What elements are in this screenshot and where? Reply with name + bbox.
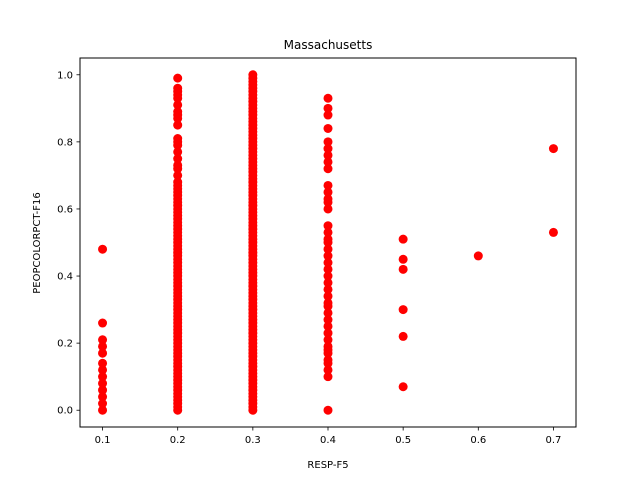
data-point [323, 194, 333, 204]
data-point [173, 134, 183, 144]
data-point [98, 244, 108, 254]
data-point [323, 110, 333, 120]
data-point [248, 70, 258, 80]
data-point [323, 341, 333, 351]
data-point [323, 258, 333, 268]
data-point [173, 147, 183, 157]
data-point [398, 305, 408, 315]
data-point [98, 318, 108, 328]
data-point [323, 221, 333, 231]
data-point [323, 298, 333, 308]
x-tick-label: 0.3 [245, 435, 261, 446]
data-point [98, 392, 108, 402]
data-point [323, 328, 333, 338]
data-point [323, 234, 333, 244]
data-point [323, 321, 333, 331]
data-point [323, 284, 333, 294]
data-point [98, 365, 108, 375]
data-point [398, 331, 408, 341]
data-point [398, 382, 408, 392]
data-point [98, 399, 108, 409]
data-point [323, 365, 333, 375]
data-point [98, 405, 108, 415]
data-point [173, 160, 183, 170]
y-tick-label: 0.8 [57, 137, 73, 148]
data-point [398, 264, 408, 274]
data-point [548, 144, 558, 154]
data-point [323, 164, 333, 174]
data-point [323, 405, 333, 415]
data-point [398, 234, 408, 244]
x-tick-label: 0.6 [470, 435, 486, 446]
data-point [323, 187, 333, 197]
data-point [323, 150, 333, 160]
data-point [323, 372, 333, 382]
x-tick-label: 0.4 [320, 435, 336, 446]
y-tick-label: 1.0 [57, 70, 73, 81]
data-point [173, 170, 183, 180]
x-tick-label: 0.5 [395, 435, 411, 446]
data-point [323, 335, 333, 345]
data-point [323, 355, 333, 365]
x-tick-label: 0.2 [170, 435, 186, 446]
data-point [323, 244, 333, 254]
data-point [98, 341, 108, 351]
data-point [173, 120, 183, 130]
data-point [323, 251, 333, 261]
y-tick-label: 0.2 [57, 339, 73, 350]
data-point [323, 291, 333, 301]
data-point [323, 308, 333, 318]
data-point [473, 251, 483, 261]
data-point [323, 278, 333, 288]
data-point [323, 204, 333, 214]
axis-ticks: 0.1 0.2 0.3 0.4 0.5 0.6 0.7 0.0 0.2 0.4 0.6 0.8 1.0 [57, 70, 561, 446]
data-points [98, 70, 558, 415]
data-point [323, 315, 333, 325]
data-point [323, 144, 333, 154]
y-axis-label: PEOPCOLORPCT-F16 [32, 192, 43, 293]
plot-frame [79, 57, 577, 428]
x-axis-label: RESP-F5 [307, 460, 348, 471]
data-point [98, 335, 108, 345]
data-point [98, 385, 108, 395]
y-tick-label: 0.0 [57, 406, 73, 417]
data-point [323, 180, 333, 190]
data-point [548, 227, 558, 237]
chart-title: Massachusetts [284, 38, 373, 52]
data-point [323, 103, 333, 113]
data-point [173, 100, 183, 110]
x-tick-label: 0.1 [95, 435, 111, 446]
data-point [173, 107, 183, 117]
data-point [323, 93, 333, 103]
data-point [323, 137, 333, 147]
data-point [323, 227, 333, 237]
data-point [323, 271, 333, 281]
data-point [98, 372, 108, 382]
x-tick-label: 0.7 [546, 435, 562, 446]
data-point [323, 123, 333, 133]
data-point [173, 177, 183, 187]
data-point [98, 378, 108, 388]
data-point [98, 348, 108, 358]
data-point [173, 154, 183, 164]
data-point [323, 264, 333, 274]
data-point [323, 157, 333, 167]
y-tick-label: 0.6 [57, 204, 73, 215]
data-point [173, 83, 183, 93]
data-point [398, 254, 408, 264]
data-point [98, 358, 108, 368]
y-tick-label: 0.4 [57, 272, 73, 283]
data-point [173, 73, 183, 83]
